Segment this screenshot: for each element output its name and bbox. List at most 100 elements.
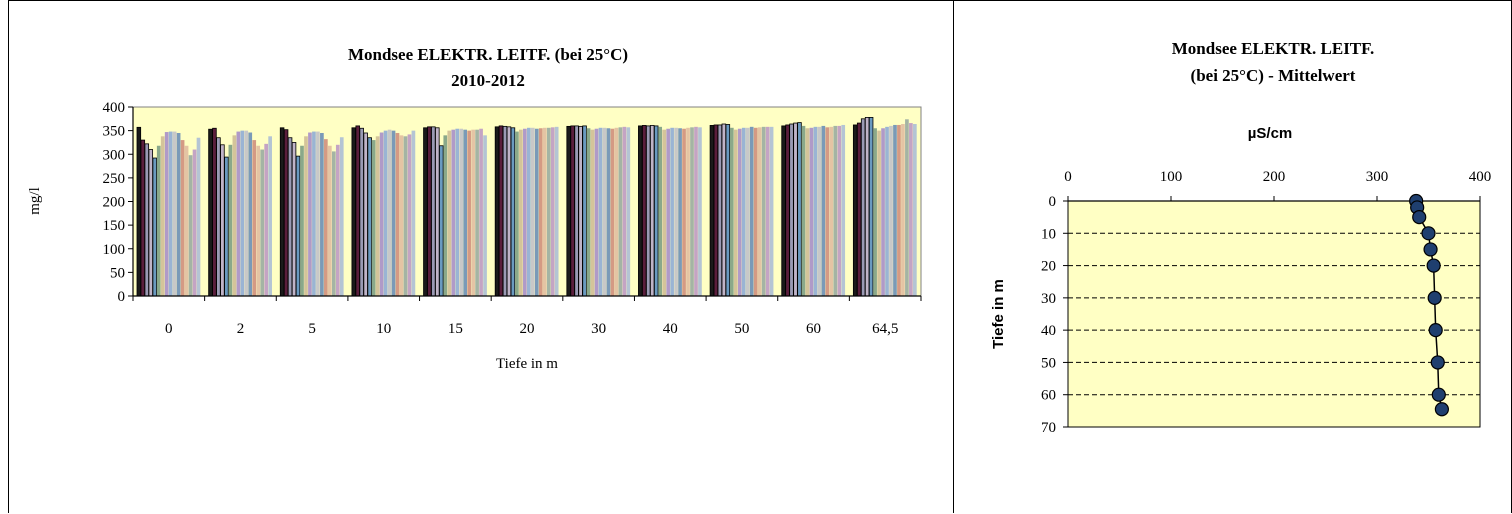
bar — [228, 144, 233, 296]
bar — [527, 127, 531, 296]
series-line — [1409, 193, 1449, 417]
bar — [606, 128, 611, 296]
bar — [502, 125, 508, 297]
bar — [510, 127, 516, 297]
bar — [889, 125, 893, 297]
bar — [618, 127, 623, 296]
bar — [379, 132, 384, 296]
x-axis: 0 2 5 10 15 20 30 40 50 60 64,5 — [132, 295, 922, 337]
bar — [471, 129, 475, 296]
y-tick-label: 40 — [1041, 323, 1056, 339]
bar — [769, 126, 774, 296]
bar — [324, 139, 328, 296]
bar — [287, 137, 293, 297]
bar — [431, 126, 436, 297]
bar — [781, 125, 786, 297]
bar — [240, 130, 245, 297]
bar — [176, 132, 181, 296]
bar — [395, 132, 400, 296]
bar — [662, 129, 666, 296]
bar — [793, 122, 798, 297]
bar — [168, 131, 173, 296]
y-tick-label: 0 — [1049, 194, 1057, 210]
chart-panel-left: Mondsee ELEKTR. LEITF. (bei 25°C) 2010-2… — [8, 0, 954, 513]
bar — [729, 127, 734, 296]
bar — [291, 142, 297, 297]
bar — [391, 130, 396, 297]
bar — [721, 123, 727, 297]
bar — [387, 129, 392, 296]
y-axis-label: Tiefe in m — [990, 279, 1007, 349]
bar — [670, 127, 674, 296]
bar — [375, 136, 380, 296]
bar — [236, 131, 241, 296]
bar — [658, 126, 663, 296]
bar — [498, 125, 504, 297]
bar — [320, 132, 324, 296]
x-axis-label: Tiefe in m — [496, 356, 558, 372]
x-tick-label: 60 — [806, 321, 821, 337]
bar — [864, 117, 870, 297]
bar — [542, 127, 547, 296]
bar — [411, 130, 416, 297]
bar — [901, 124, 905, 296]
bar — [355, 125, 360, 297]
bar — [443, 135, 448, 296]
bar — [602, 127, 607, 296]
bar — [300, 145, 304, 296]
bar — [260, 149, 265, 296]
x-tick-label: 100 — [1160, 169, 1183, 185]
bar — [694, 126, 698, 296]
bar — [913, 124, 917, 296]
bar — [295, 155, 301, 297]
bar — [351, 127, 356, 297]
bar — [335, 144, 340, 296]
y-tick-label: 400 — [103, 100, 126, 116]
bar — [881, 128, 885, 296]
bar — [268, 136, 272, 296]
bar — [152, 157, 157, 297]
bar — [868, 117, 874, 297]
bar — [817, 126, 822, 296]
bar — [140, 139, 146, 297]
bar — [208, 128, 213, 297]
bar — [821, 125, 826, 297]
y-axis: 0 50 100 150 200 250 300 350 400 — [103, 100, 134, 305]
bar — [626, 127, 631, 296]
bar — [136, 126, 142, 297]
bar — [331, 151, 336, 296]
bar — [741, 127, 746, 296]
bar — [797, 122, 802, 297]
y-tick-label: 300 — [103, 147, 126, 163]
bar — [423, 127, 428, 297]
bar — [363, 132, 368, 297]
x-tick-label: 64,5 — [872, 321, 898, 337]
x-tick-label: 2 — [237, 321, 245, 337]
bar — [383, 130, 388, 297]
bar — [435, 127, 440, 297]
y-tick-label: 150 — [103, 218, 126, 234]
data-point — [1426, 258, 1441, 273]
bar — [885, 126, 889, 296]
bar — [144, 143, 150, 297]
x-tick-label: 40 — [663, 321, 678, 337]
bar — [686, 127, 690, 296]
bar — [339, 137, 344, 296]
bar — [873, 128, 877, 296]
bar — [594, 128, 599, 296]
bar — [308, 132, 312, 296]
bar — [523, 128, 527, 296]
bar — [256, 145, 261, 296]
bar — [709, 125, 715, 297]
bar — [837, 125, 842, 297]
bar — [455, 128, 460, 296]
bar — [610, 128, 615, 296]
bar — [749, 126, 754, 296]
data-point — [1421, 226, 1436, 241]
bar — [614, 127, 619, 296]
data-point — [1428, 323, 1443, 338]
y-tick-label: 30 — [1041, 291, 1056, 307]
bar — [833, 125, 838, 297]
bar — [805, 128, 810, 296]
y-tick-label: 70 — [1041, 420, 1056, 436]
